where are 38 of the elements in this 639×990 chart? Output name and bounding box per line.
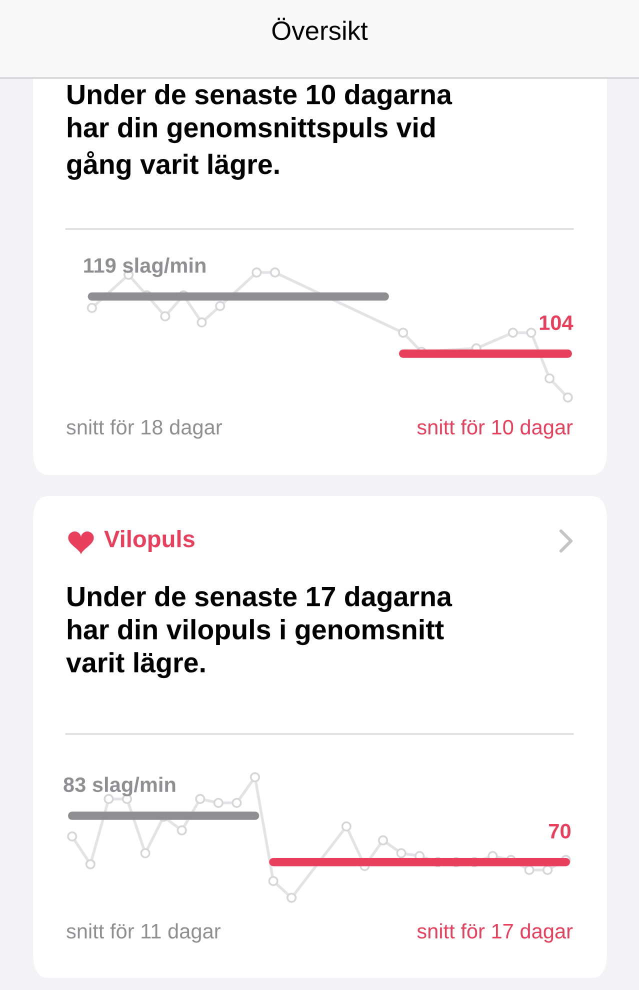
point [196, 317, 207, 328]
text: snitt för 17 dagar [417, 923, 573, 943]
point [250, 772, 260, 782]
data-label: 83 slag/min [64, 776, 176, 796]
chart-subtitle: Vilopuls [104, 530, 194, 552]
point [542, 864, 553, 876]
point [86, 302, 98, 314]
data-label: 119 slag/min [84, 258, 206, 278]
chart-title: Under de senaste 10 dagarna har din genomsnittspuls vid gång varit lägre. [67, 84, 452, 180]
point [213, 798, 224, 808]
point [176, 825, 187, 836]
text: snitt för 11 dagar [66, 923, 220, 943]
point [160, 311, 170, 322]
point [67, 831, 78, 842]
point [286, 892, 297, 903]
point [526, 328, 536, 338]
chart-title: Under de senaste 17 dagarna har din vilopuls i genomsnitt varit lägre. [66, 586, 452, 678]
point [562, 392, 573, 403]
point [270, 267, 280, 278]
point [215, 300, 226, 312]
text: snitt för 18 dagar [66, 419, 222, 439]
point [268, 876, 278, 886]
point [140, 848, 150, 858]
point [396, 848, 406, 858]
point [508, 328, 518, 338]
point [341, 821, 352, 832]
data-label: 104 [540, 315, 574, 330]
data-label: 70 [549, 824, 570, 839]
point [524, 864, 534, 876]
text: Översikt [272, 18, 368, 40]
point [398, 328, 408, 338]
text: snitt för 10 dagar [417, 419, 573, 439]
point [232, 798, 242, 808]
point [544, 373, 555, 384]
point [252, 267, 262, 278]
point [378, 835, 388, 846]
point [195, 794, 206, 804]
point [85, 859, 96, 870]
